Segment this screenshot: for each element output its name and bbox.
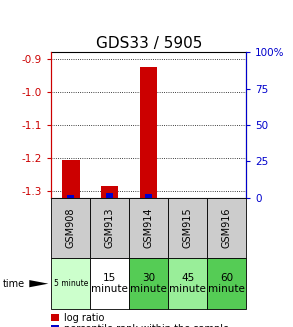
Bar <box>101 186 118 198</box>
Bar <box>62 160 79 198</box>
Text: GSM914: GSM914 <box>144 208 154 248</box>
Text: 5 minute: 5 minute <box>54 279 88 288</box>
Text: 15
minute: 15 minute <box>91 273 128 295</box>
Text: log ratio: log ratio <box>64 313 104 322</box>
Text: GSM913: GSM913 <box>105 208 115 248</box>
Text: time: time <box>3 279 25 289</box>
Bar <box>140 67 157 198</box>
Text: GSM908: GSM908 <box>66 208 76 248</box>
Text: GSM915: GSM915 <box>183 208 193 249</box>
Bar <box>106 194 113 198</box>
Bar <box>67 195 74 198</box>
Title: GDS33 / 5905: GDS33 / 5905 <box>96 36 202 51</box>
Text: GSM916: GSM916 <box>222 208 232 248</box>
Text: 60
minute: 60 minute <box>208 273 245 295</box>
Text: 30
minute: 30 minute <box>130 273 167 295</box>
Bar <box>145 194 152 198</box>
Text: percentile rank within the sample: percentile rank within the sample <box>64 324 229 327</box>
Text: 45
minute: 45 minute <box>169 273 206 295</box>
